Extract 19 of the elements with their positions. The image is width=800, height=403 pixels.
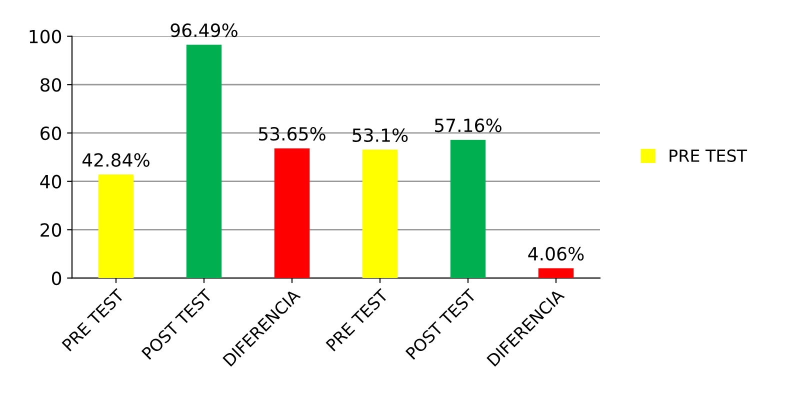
bar [362, 150, 398, 278]
data-label: 57.16% [434, 118, 502, 132]
y-tick-label: 40 [40, 174, 62, 188]
data-label: 96.49% [170, 23, 238, 38]
y-tick-label: 0 [52, 272, 62, 286]
y-tick-label: 20 [40, 223, 62, 237]
bar [98, 174, 134, 278]
bar [450, 140, 486, 278]
data-label: 53.65% [258, 127, 326, 141]
bar [274, 148, 310, 278]
bar [186, 44, 222, 278]
data-label: 42.84% [82, 153, 150, 167]
bar [538, 268, 574, 278]
data-label: 53.1% [352, 128, 408, 142]
y-tick-label: 100 [30, 30, 62, 44]
legend-label: PRE TEST [670, 149, 748, 162]
y-tick-label: 80 [40, 78, 62, 92]
y-tick-label: 60 [40, 126, 62, 140]
data-label: 4.06% [528, 246, 584, 261]
